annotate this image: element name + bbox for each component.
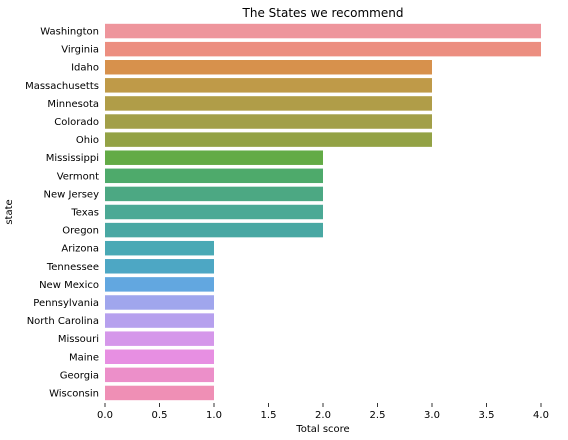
bar-oregon: [105, 222, 323, 238]
bar-georgia: [105, 367, 214, 383]
bar-maine: [105, 349, 214, 364]
bars-group: [105, 23, 541, 401]
bar-wisconsin: [105, 385, 214, 401]
chart-title: The States we recommend: [242, 6, 404, 20]
x-ticks: 0.0 0.5 1.0 1.5 2.0 2.5 3.0 3.5 4.0: [97, 403, 549, 421]
bar-idaho: [105, 60, 432, 75]
y-tick-label: Wisconsin: [49, 388, 99, 399]
y-tick-label: Oregon: [62, 226, 99, 237]
y-tick-label: Mississippi: [46, 153, 99, 164]
x-tick-label: 0.5: [152, 410, 168, 421]
y-tick-label: Colorado: [54, 117, 99, 128]
bar-virginia: [105, 41, 541, 57]
y-tick-label: Massachusetts: [25, 81, 99, 92]
bar-tennessee: [105, 259, 214, 274]
bar-north-carolina: [105, 313, 214, 328]
bar-new-jersey: [105, 186, 323, 202]
y-tick-label: Virginia: [61, 45, 99, 56]
y-tick-label: Ohio: [76, 135, 99, 146]
y-tick-label: Georgia: [60, 370, 99, 381]
x-tick-label: 4.0: [533, 410, 549, 421]
bar-arizona: [105, 240, 214, 256]
x-tick-label: 0.0: [97, 410, 113, 421]
bar-massachusetts: [105, 78, 432, 93]
y-tick-label: Idaho: [71, 63, 99, 74]
bar-ohio: [105, 132, 432, 147]
bar-new-mexico: [105, 277, 214, 292]
y-tick-label: Missouri: [58, 334, 99, 345]
y-tick-label: New Mexico: [39, 280, 99, 291]
y-tick-label: Vermont: [57, 171, 99, 182]
x-tick-label: 1.0: [206, 410, 222, 421]
y-tick-label: North Carolina: [27, 316, 99, 327]
x-tick-label: 2.0: [315, 410, 331, 421]
y-tick-labels: Washington Virginia Idaho Massachusetts Minn…: [25, 27, 99, 400]
y-tick-label: Minnesota: [47, 99, 99, 110]
y-tick-label: Washington: [40, 27, 99, 38]
bar-missouri: [105, 331, 214, 346]
y-tick-label: Arizona: [61, 244, 99, 255]
x-tick-label: 3.5: [479, 410, 495, 421]
x-axis-label: Total score: [295, 424, 349, 435]
bar-pennsylvania: [105, 295, 214, 310]
y-tick-label: New Jersey: [44, 189, 100, 200]
bar-mississippi: [105, 150, 323, 165]
y-axis-label: state: [4, 199, 15, 224]
y-tick-label: Maine: [69, 352, 99, 363]
x-tick-label: 3.0: [424, 410, 440, 421]
bar-minnesota: [105, 96, 432, 111]
bar-colorado: [105, 114, 432, 129]
bar-vermont: [105, 168, 323, 184]
bar-washington: [105, 23, 541, 39]
bar-texas: [105, 204, 323, 220]
y-tick-label: Pennsylvania: [33, 298, 99, 309]
x-tick-label: 1.5: [261, 410, 277, 421]
y-tick-label: Texas: [70, 208, 99, 219]
y-tick-label: Tennessee: [46, 262, 99, 273]
x-tick-label: 2.5: [370, 410, 386, 421]
